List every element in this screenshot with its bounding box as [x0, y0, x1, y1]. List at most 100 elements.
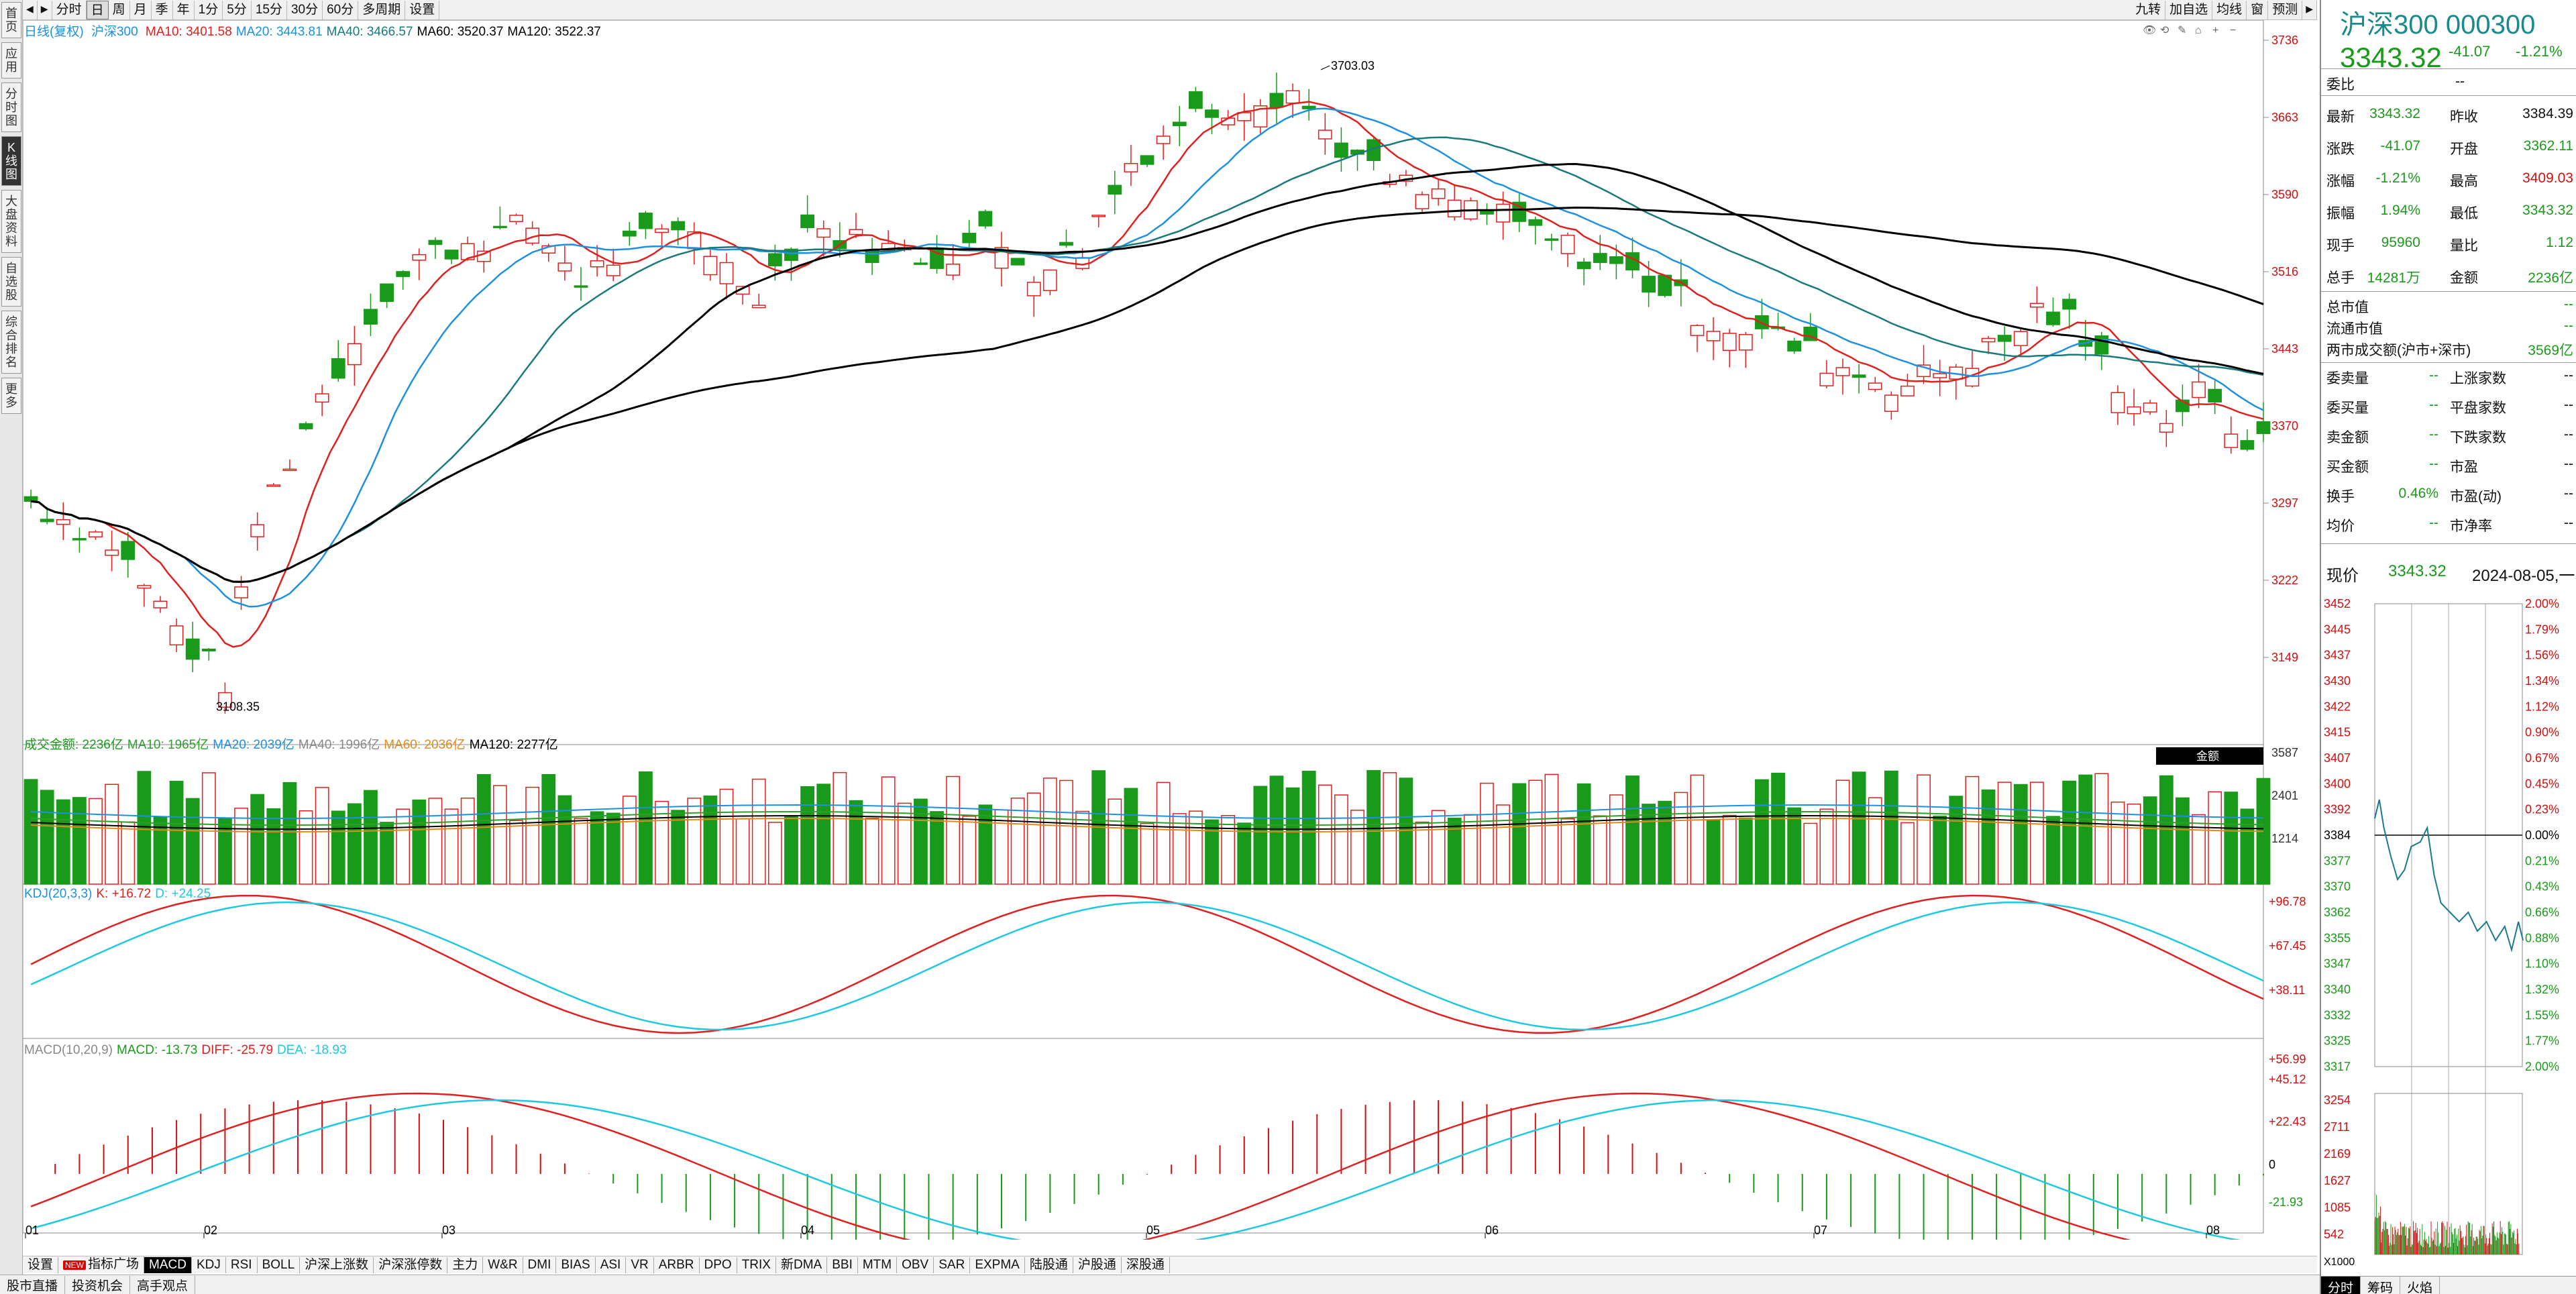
- right-tab-2[interactable]: 火焰: [2400, 1277, 2440, 1294]
- indicator-tab-7[interactable]: 沪深涨停数: [374, 1256, 448, 1273]
- market-value: --: [2564, 368, 2573, 383]
- chart-tool-icon[interactable]: 👁: [2143, 25, 2156, 36]
- indicator-tab-2[interactable]: MACD: [144, 1256, 192, 1273]
- indicator-tab-label: BOLL: [262, 1257, 295, 1272]
- period-7[interactable]: 5分: [223, 0, 252, 19]
- nav-home[interactable]: 首页: [1, 2, 21, 38]
- right-tab-0[interactable]: 分时: [2321, 1277, 2361, 1294]
- period-11[interactable]: 多周期: [358, 0, 406, 19]
- nav-timeshare[interactable]: 分时图: [1, 83, 21, 132]
- price-axis-label: 3663: [2271, 111, 2298, 124]
- ma-legend-item: MA120: 3522.37: [507, 25, 601, 39]
- indicator-tab-22[interactable]: EXPMA: [970, 1256, 1025, 1273]
- mini-right-axis-label: 0.45%: [2525, 777, 2559, 790]
- indicator-tab-label: RSI: [230, 1257, 252, 1272]
- x-axis-label: 08: [2206, 1224, 2220, 1237]
- period-9[interactable]: 30分: [287, 0, 323, 19]
- low-annotation: 3108.35: [216, 700, 260, 713]
- mini-vol-axis-label: 1085: [2324, 1201, 2351, 1214]
- ma-legend-item: MA10: 3401.58: [145, 25, 232, 39]
- kline-chart[interactable]: 👁 ⟲ ✎ ⌂ + − 3736 3663 3590 3516 3443 3370 3297 3222 31…: [22, 19, 2317, 1256]
- market-label: 卖金额: [2326, 430, 2369, 445]
- indicator-tab-14[interactable]: ARBR: [654, 1256, 700, 1273]
- period-2[interactable]: 周: [109, 0, 130, 19]
- period-1[interactable]: 日: [86, 0, 109, 19]
- status-item-1[interactable]: 投资机会: [65, 1275, 131, 1294]
- status-item-0[interactable]: 股市直播: [0, 1275, 66, 1294]
- period-0[interactable]: 分时: [52, 0, 87, 19]
- mini-right-axis-label: 0.67%: [2525, 751, 2559, 765]
- period-8[interactable]: 15分: [252, 0, 287, 19]
- quote-label: 总手: [2326, 270, 2355, 286]
- indicator-tab-24[interactable]: 沪股通: [1073, 1256, 1122, 1273]
- indicator-tab-12[interactable]: ASI: [596, 1256, 627, 1273]
- right-tool-1[interactable]: 加自选: [2165, 0, 2213, 19]
- nav-apps[interactable]: 应用: [1, 42, 21, 78]
- macd-axis-label: 0: [2269, 1158, 2275, 1171]
- indicator-tab-23[interactable]: 陆股通: [1025, 1256, 1073, 1273]
- chart-tool-icon[interactable]: +: [2212, 25, 2218, 36]
- indicator-tab-25[interactable]: 深股通: [1122, 1256, 1170, 1273]
- indicator-tab-9[interactable]: W&R: [483, 1256, 523, 1273]
- price-axis-label: 3297: [2271, 496, 2298, 510]
- right-tool-0[interactable]: 九转: [2131, 0, 2166, 19]
- indicator-tab-0[interactable]: 设置: [23, 1256, 59, 1273]
- indicator-tab-18[interactable]: BBI: [827, 1256, 858, 1273]
- right-tool-2[interactable]: 均线: [2212, 0, 2247, 19]
- period-6[interactable]: 1分: [195, 0, 223, 19]
- indicator-tab-19[interactable]: MTM: [858, 1256, 898, 1273]
- period-3[interactable]: 月: [130, 0, 152, 19]
- cap-label: 流通市值: [2326, 321, 2383, 337]
- indicator-tab-15[interactable]: DPO: [700, 1256, 737, 1273]
- ma20-line: [30, 107, 2264, 608]
- indicator-tab-label: DMI: [527, 1257, 551, 1272]
- chart-tool-icon[interactable]: ⌂: [2195, 25, 2202, 36]
- indicator-tab-13[interactable]: VR: [626, 1256, 654, 1273]
- prev-arrow-icon[interactable]: ◀: [23, 0, 38, 19]
- quote-label: 最低: [2450, 206, 2478, 221]
- indicator-tab-4[interactable]: RSI: [226, 1256, 258, 1273]
- market-value: --: [2564, 515, 2573, 531]
- right-tool-3[interactable]: 窗: [2247, 0, 2269, 19]
- indicator-tab-20[interactable]: OBV: [897, 1256, 934, 1273]
- chart-tool-icon[interactable]: ⟲: [2160, 25, 2169, 36]
- chart-tool-icon[interactable]: −: [2230, 25, 2236, 36]
- indicator-tabs: 设置 NEW 指标广场 MACD KDJ RSI BOLL 沪深上涨数 沪深涨停数 主力 W&R DM…: [23, 1256, 2317, 1273]
- mini-left-axis-label: 3445: [2324, 623, 2351, 636]
- status-item-2[interactable]: 高手观点: [130, 1275, 196, 1294]
- nav-watchlist[interactable]: 自选股: [1, 257, 21, 307]
- nav-market-info[interactable]: 大盘资料: [1, 190, 21, 253]
- mini-price-line: [2374, 799, 2524, 953]
- volume_legend-item: 成交金额: 2236亿: [24, 738, 123, 752]
- mini-left-axis-label: 3452: [2324, 597, 2351, 610]
- x-axis-label: 07: [1814, 1224, 1827, 1237]
- next-arrow-icon[interactable]: ▶: [38, 0, 52, 19]
- indicator-tab-8[interactable]: 主力: [447, 1256, 484, 1273]
- quote-label: 涨幅: [2326, 174, 2355, 189]
- chart-tool-icon[interactable]: ✎: [2178, 25, 2186, 36]
- right-tool-4[interactable]: 预测: [2268, 0, 2303, 19]
- indicator-tab-3[interactable]: KDJ: [192, 1256, 226, 1273]
- market-label: 换手: [2326, 489, 2355, 504]
- indicator-tab-17[interactable]: 新DMA: [776, 1256, 828, 1273]
- nav-ranking[interactable]: 综合排名: [1, 311, 21, 374]
- volume-axis-label: 3587: [2271, 746, 2298, 759]
- indicator-tab-11[interactable]: BIAS: [556, 1256, 596, 1273]
- indicator-tab-6[interactable]: 沪深上涨数: [300, 1256, 374, 1273]
- period-10[interactable]: 60分: [323, 0, 359, 19]
- period-4[interactable]: 季: [152, 0, 173, 19]
- volume-tag[interactable]: 金额: [2196, 750, 2219, 763]
- right-tab-1[interactable]: 筹码: [2361, 1277, 2401, 1294]
- indicator-tab-5[interactable]: BOLL: [258, 1256, 301, 1273]
- indicator-tab-1[interactable]: NEW 指标广场: [58, 1256, 145, 1273]
- indicator-tab-16[interactable]: TRIX: [737, 1256, 776, 1273]
- indicator-tab-10[interactable]: DMI: [523, 1256, 557, 1273]
- nav-more[interactable]: 更多: [1, 378, 21, 414]
- mini-timeshare-chart[interactable]: 3452 2.00% 3445 1.79% 3437 1.56% 3430 1.34% 3422…: [2321, 597, 2576, 1275]
- next-stock-arrow-icon[interactable]: ▶: [2302, 0, 2317, 19]
- period-5[interactable]: 年: [173, 0, 195, 19]
- period-12[interactable]: 设置: [405, 0, 440, 19]
- market-value: --: [2429, 368, 2438, 383]
- indicator-tab-21[interactable]: SAR: [934, 1256, 971, 1273]
